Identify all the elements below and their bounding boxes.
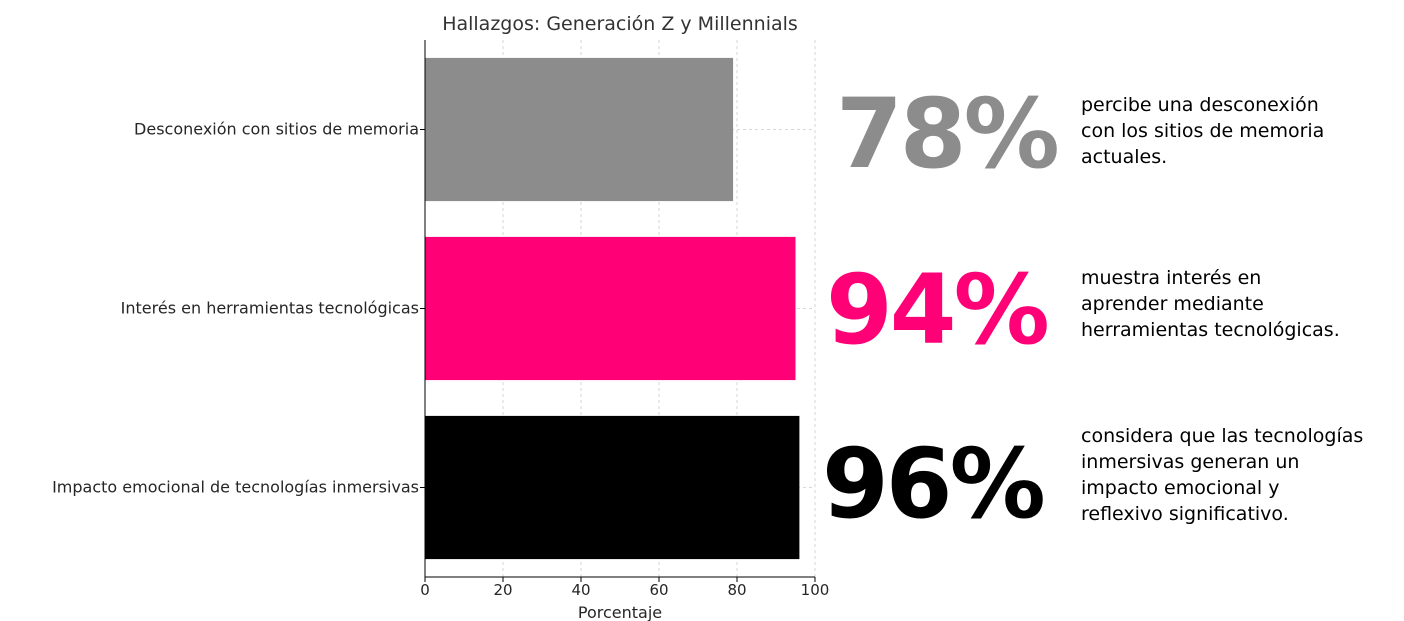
callout-text-emotional-impact: considera que las tecnologías inmersivas… <box>1081 425 1364 525</box>
bar-1 <box>425 236 796 381</box>
callout-percent-disconnection: 78% <box>836 78 1060 190</box>
callout-percent-emotional-impact: 96% <box>822 428 1046 540</box>
y-tick-label-0: Desconexión con sitios de memoria <box>134 120 419 139</box>
callout-text-disconnection: percibe una desconexión con los sitios d… <box>1081 94 1325 168</box>
x-tick-label-0: 0 <box>420 581 430 599</box>
x-tick-label-4: 80 <box>727 581 746 599</box>
x-axis-label: Porcentaje <box>578 603 662 621</box>
chart-title: Hallazgos: Generación Z y Millennials <box>442 13 798 35</box>
x-tick-label-2: 40 <box>571 581 590 599</box>
x-tick-label-5: 100 <box>801 581 830 599</box>
callout-text-technology-interest: muestra interés en aprender mediante her… <box>1081 267 1340 341</box>
y-tick-label-1: Interés en herramientas tecnológicas <box>121 299 419 318</box>
bar-0 <box>425 57 734 202</box>
callout-percent-technology-interest: 94% <box>826 254 1050 366</box>
x-tick-label-1: 20 <box>493 581 512 599</box>
bar-2 <box>425 415 800 560</box>
y-tick-label-2: Impacto emocional de tecnologías inmersi… <box>52 478 419 497</box>
x-tick-label-3: 60 <box>649 581 668 599</box>
